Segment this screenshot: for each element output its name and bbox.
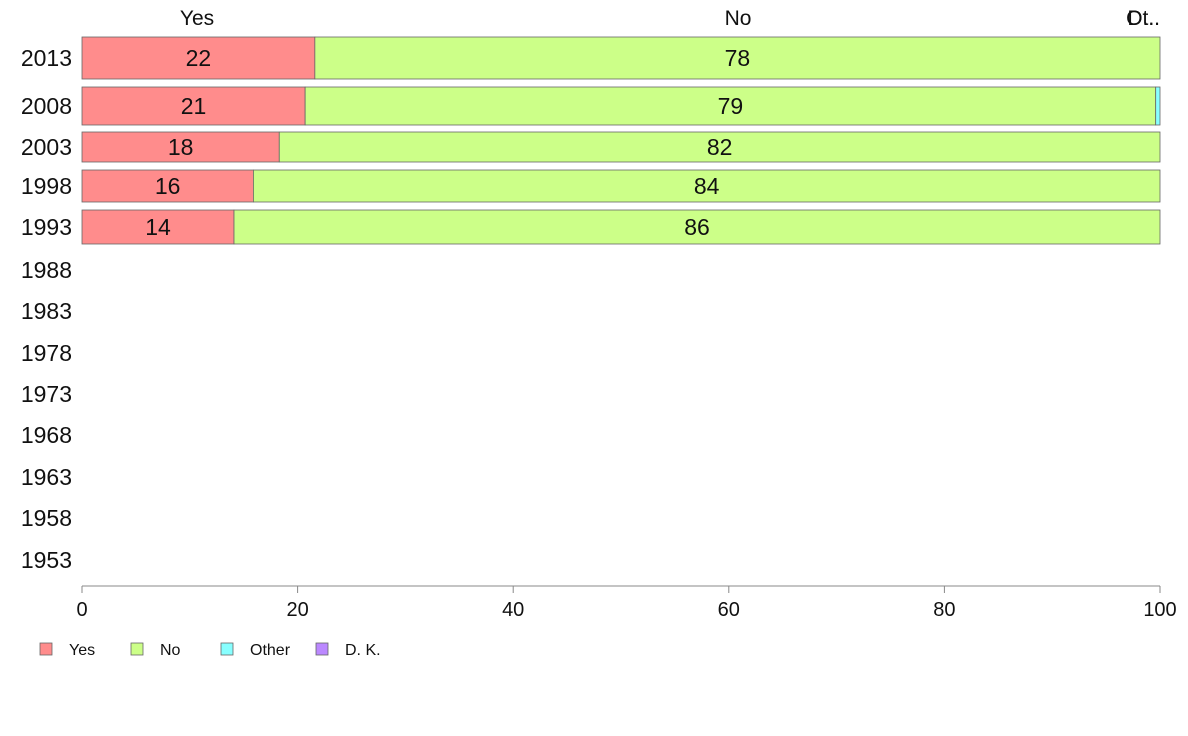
legend-swatch-other (220, 642, 234, 656)
y-tick-label-2013: 2013 (21, 45, 72, 71)
bar-no-2003 (278, 131, 1161, 163)
y-tick-label-2008: 2008 (21, 93, 72, 119)
bar-yes-1998 (81, 169, 254, 203)
data-label-no-1993: 86 (684, 214, 710, 240)
bar-yes-2003 (81, 131, 280, 163)
legend-label-dk: D. K. (345, 642, 381, 659)
data-label-yes-1993: 14 (145, 214, 171, 240)
data-label-yes-2013: 22 (186, 45, 212, 71)
x-tick-label-20: 20 (286, 599, 308, 621)
data-label-no-2008: 79 (718, 93, 744, 119)
data-label-yes-1998: 16 (155, 173, 181, 199)
legend-swatch-yes (39, 642, 53, 656)
bar-other-2008 (1155, 86, 1161, 126)
x-tick-label-40: 40 (502, 599, 524, 621)
data-label-no-1998: 84 (694, 173, 720, 199)
y-tick-label-1998: 1998 (21, 173, 72, 199)
y-tick-label-1953: 1953 (21, 547, 72, 573)
y-tick-label-1983: 1983 (21, 298, 72, 324)
y-tick-label-1978: 1978 (21, 340, 72, 366)
x-tick-label-60: 60 (718, 599, 740, 621)
bar-no-1993 (233, 209, 1161, 245)
legend-label-other: Other (250, 642, 291, 659)
y-tick-label-1988: 1988 (21, 257, 72, 283)
x-tick-label-80: 80 (933, 599, 955, 621)
y-axis-labels: 2013 2008 2003 1998 1993 1988 1983 1978 1973 1968… (21, 45, 72, 573)
bar-no-2013 (314, 36, 1161, 80)
column-headers: Yes No Ot..D... (180, 7, 1160, 30)
legend: Yes No Other D. K. (39, 642, 381, 659)
y-tick-label-1973: 1973 (21, 381, 72, 407)
data-label-no-2003: 82 (707, 134, 733, 160)
data-label-yes-2003: 18 (168, 134, 194, 160)
column-header-2: Ot.. (1126, 7, 1160, 30)
y-tick-label-1963: 1963 (21, 464, 72, 490)
legend-label-no: No (160, 642, 181, 659)
bars-area: 22 78 21 79 18 82 16 84 14 86 (81, 36, 1161, 245)
column-header-0: Yes (180, 7, 214, 30)
x-axis: 0 20 40 60 80 100 (76, 585, 1177, 621)
data-label-yes-2008: 21 (181, 93, 207, 119)
column-header-3: D... (1127, 7, 1160, 30)
column-header-1: No (725, 7, 752, 30)
data-label-no-2013: 78 (725, 45, 751, 71)
legend-swatch-dk (315, 642, 329, 656)
y-tick-label-2003: 2003 (21, 134, 72, 160)
y-tick-label-1958: 1958 (21, 505, 72, 531)
x-tick-label-0: 0 (76, 599, 87, 621)
y-tick-label-1993: 1993 (21, 214, 72, 240)
bar-yes-1993 (81, 209, 235, 245)
y-tick-label-1968: 1968 (21, 422, 72, 448)
legend-label-yes: Yes (69, 642, 95, 659)
legend-swatch-no (130, 642, 144, 656)
bar-no-1998 (253, 169, 1161, 203)
x-tick-label-100: 100 (1143, 599, 1176, 621)
